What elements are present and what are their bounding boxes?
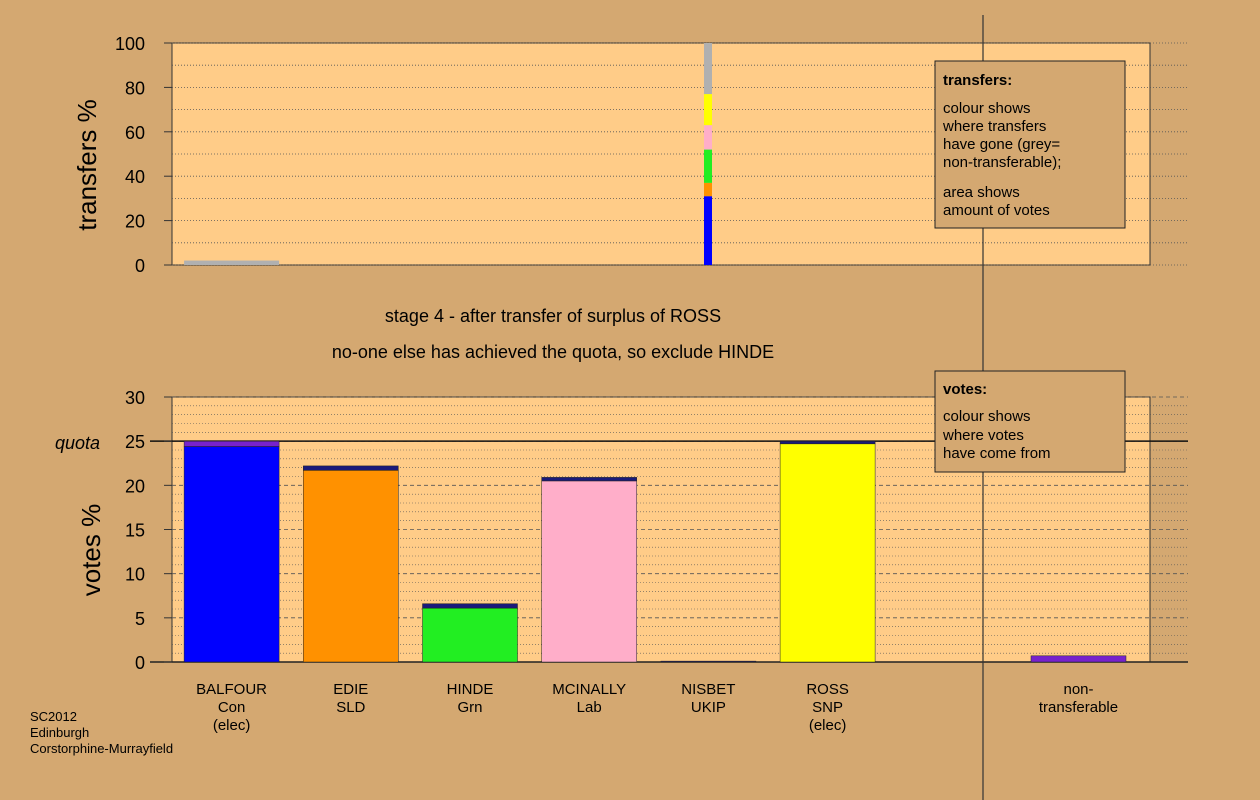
votes-ytick-label: 25 bbox=[125, 432, 145, 452]
votes-legend-line: have come from bbox=[943, 445, 1051, 462]
votes-legend: votes: colour shows where votes have com… bbox=[934, 370, 1126, 473]
candidate-name: NISBET bbox=[681, 681, 735, 698]
transfers-bar-segment bbox=[704, 94, 712, 126]
transfers-bar-segment bbox=[704, 43, 712, 95]
nontransferable-bar bbox=[1030, 655, 1127, 663]
transfers-bar-segment bbox=[704, 196, 712, 265]
candidate-status: (elec) bbox=[809, 717, 847, 734]
footer-council: Edinburgh bbox=[30, 725, 90, 740]
nontransferable-label: non- bbox=[1063, 681, 1093, 698]
transfers-ytick-label: 100 bbox=[115, 34, 145, 54]
candidate-status: (elec) bbox=[213, 717, 251, 734]
transfers-ytick-label: 20 bbox=[125, 212, 145, 232]
transfers-ytick-label: 0 bbox=[135, 256, 145, 276]
vote-bar-segment bbox=[660, 660, 757, 663]
vote-bar-segment bbox=[422, 607, 518, 663]
vote-bar-segment bbox=[422, 603, 518, 609]
transfers-legend: transfers: colour shows where transfers … bbox=[934, 60, 1126, 229]
vote-bar-segment bbox=[541, 477, 637, 482]
footer-ward: Corstorphine-Murrayfield bbox=[30, 741, 174, 756]
transfers-bar-segment bbox=[184, 260, 280, 265]
candidate-name: HINDE bbox=[447, 681, 494, 698]
vote-bar-segment bbox=[303, 465, 399, 471]
candidate-name: ROSS bbox=[806, 681, 849, 698]
transfers-ytick-label: 60 bbox=[125, 123, 145, 143]
stage-caption: stage 4 - after transfer of surplus of R… bbox=[385, 306, 721, 326]
footer-election: SC2012 bbox=[30, 709, 77, 724]
candidate-name: EDIE bbox=[333, 681, 368, 698]
candidate-party: SNP bbox=[812, 699, 843, 716]
transfers-legend-title: transfers: bbox=[943, 72, 1012, 89]
candidate-name: BALFOUR bbox=[196, 681, 267, 698]
vote-bar-segment bbox=[779, 440, 876, 445]
transfers-ytick-label: 40 bbox=[125, 167, 145, 187]
candidate-party: Lab bbox=[577, 699, 602, 716]
footer-note: SC2012 Edinburgh Corstorphine-Murrayfiel… bbox=[30, 709, 173, 757]
transfers-bar-segment bbox=[704, 125, 712, 150]
vote-bar-segment bbox=[779, 443, 876, 663]
vote-bar-segment bbox=[183, 440, 280, 447]
votes-legend-line: colour shows bbox=[943, 408, 1031, 425]
votes-ytick-label: 5 bbox=[135, 609, 145, 629]
votes-y-axis-title: votes % bbox=[76, 504, 106, 597]
transfers-legend-line: where transfers bbox=[942, 118, 1046, 135]
votes-ytick-label: 0 bbox=[135, 653, 145, 673]
candidate-party: SLD bbox=[336, 699, 365, 716]
candidate-name: MCINALLY bbox=[552, 681, 626, 698]
transfers-bar-segment bbox=[704, 149, 712, 183]
vote-bar-segment bbox=[541, 480, 637, 663]
votes-ytick-label: 30 bbox=[125, 388, 145, 408]
votes-ytick-label: 20 bbox=[125, 476, 145, 496]
votes-legend-line: where votes bbox=[942, 427, 1024, 444]
transfers-legend-line: colour shows bbox=[943, 100, 1031, 117]
votes-ytick-label: 15 bbox=[125, 521, 145, 541]
transfers-legend-line: non-transferable); bbox=[943, 154, 1061, 171]
candidate-party: Grn bbox=[457, 699, 482, 716]
votes-ytick-label: 10 bbox=[125, 565, 145, 585]
transfers-bar-segment bbox=[704, 182, 712, 197]
vote-bar-segment bbox=[303, 470, 399, 663]
transfers-legend-line: area shows bbox=[943, 184, 1020, 201]
action-caption: no-one else has achieved the quota, so e… bbox=[332, 342, 774, 362]
transfers-legend-line: amount of votes bbox=[943, 202, 1050, 219]
quota-label: quota bbox=[55, 433, 100, 453]
transfers-y-axis-title: transfers % bbox=[72, 99, 102, 231]
candidate-party: Con bbox=[218, 699, 246, 716]
nontransferable-label: transferable bbox=[1039, 699, 1118, 716]
vote-bar-segment bbox=[183, 446, 280, 663]
transfers-ytick-label: 80 bbox=[125, 78, 145, 98]
transfers-legend-line: have gone (grey= bbox=[943, 136, 1060, 153]
candidate-party: UKIP bbox=[691, 699, 726, 716]
votes-legend-title: votes: bbox=[943, 381, 987, 398]
